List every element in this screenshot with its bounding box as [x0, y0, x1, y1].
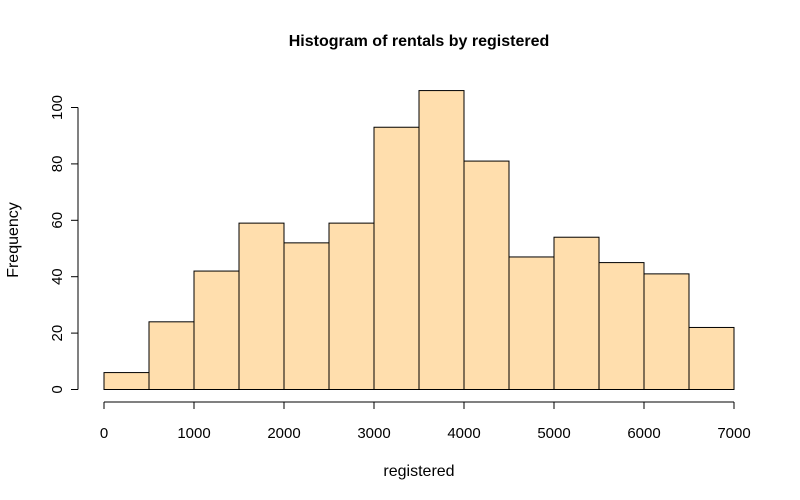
histogram-bar-9 — [508, 256, 555, 390]
y-tick-label: 60 — [49, 212, 66, 229]
histogram-bar-2 — [193, 270, 240, 390]
y-tick-label: 20 — [49, 325, 66, 342]
histogram-bar-3 — [238, 222, 285, 390]
histogram-bar-13 — [688, 326, 735, 390]
x-tick-label: 7000 — [717, 425, 750, 442]
y-axis-label: Frequency — [5, 202, 22, 278]
x-tick-label: 5000 — [537, 425, 570, 442]
x-tick-label: 4000 — [447, 425, 480, 442]
histogram-bar-11 — [598, 262, 645, 391]
x-tick-label: 2000 — [267, 425, 300, 442]
y-axis: 0 20 40 60 80 100 — [49, 95, 79, 394]
chart-title: Histogram of rentals by registered — [289, 33, 550, 50]
y-tick-label: 0 — [49, 385, 66, 393]
x-axis: 0 1000 2000 3000 4000 5000 6000 7000 — [100, 401, 751, 442]
x-tick-label: 6000 — [627, 425, 660, 442]
x-axis-label: registered — [383, 463, 454, 480]
histogram-bar-8 — [463, 160, 510, 390]
x-tick-label: 3000 — [357, 425, 390, 442]
histogram-bar-6 — [373, 126, 420, 391]
histogram-bar-0 — [103, 372, 150, 390]
bars-group — [103, 90, 735, 391]
histogram-bar-7 — [418, 90, 465, 391]
histogram-bar-5 — [328, 222, 375, 390]
x-tick-label: 1000 — [177, 425, 210, 442]
y-tick-label: 40 — [49, 268, 66, 285]
x-tick-label: 0 — [100, 425, 108, 442]
histogram-bar-10 — [553, 236, 600, 390]
histogram-bar-1 — [148, 321, 195, 391]
histogram-bar-12 — [643, 273, 690, 391]
y-tick-label: 100 — [49, 95, 66, 120]
histogram-bar-4 — [283, 242, 330, 390]
y-tick-label: 80 — [49, 156, 66, 173]
